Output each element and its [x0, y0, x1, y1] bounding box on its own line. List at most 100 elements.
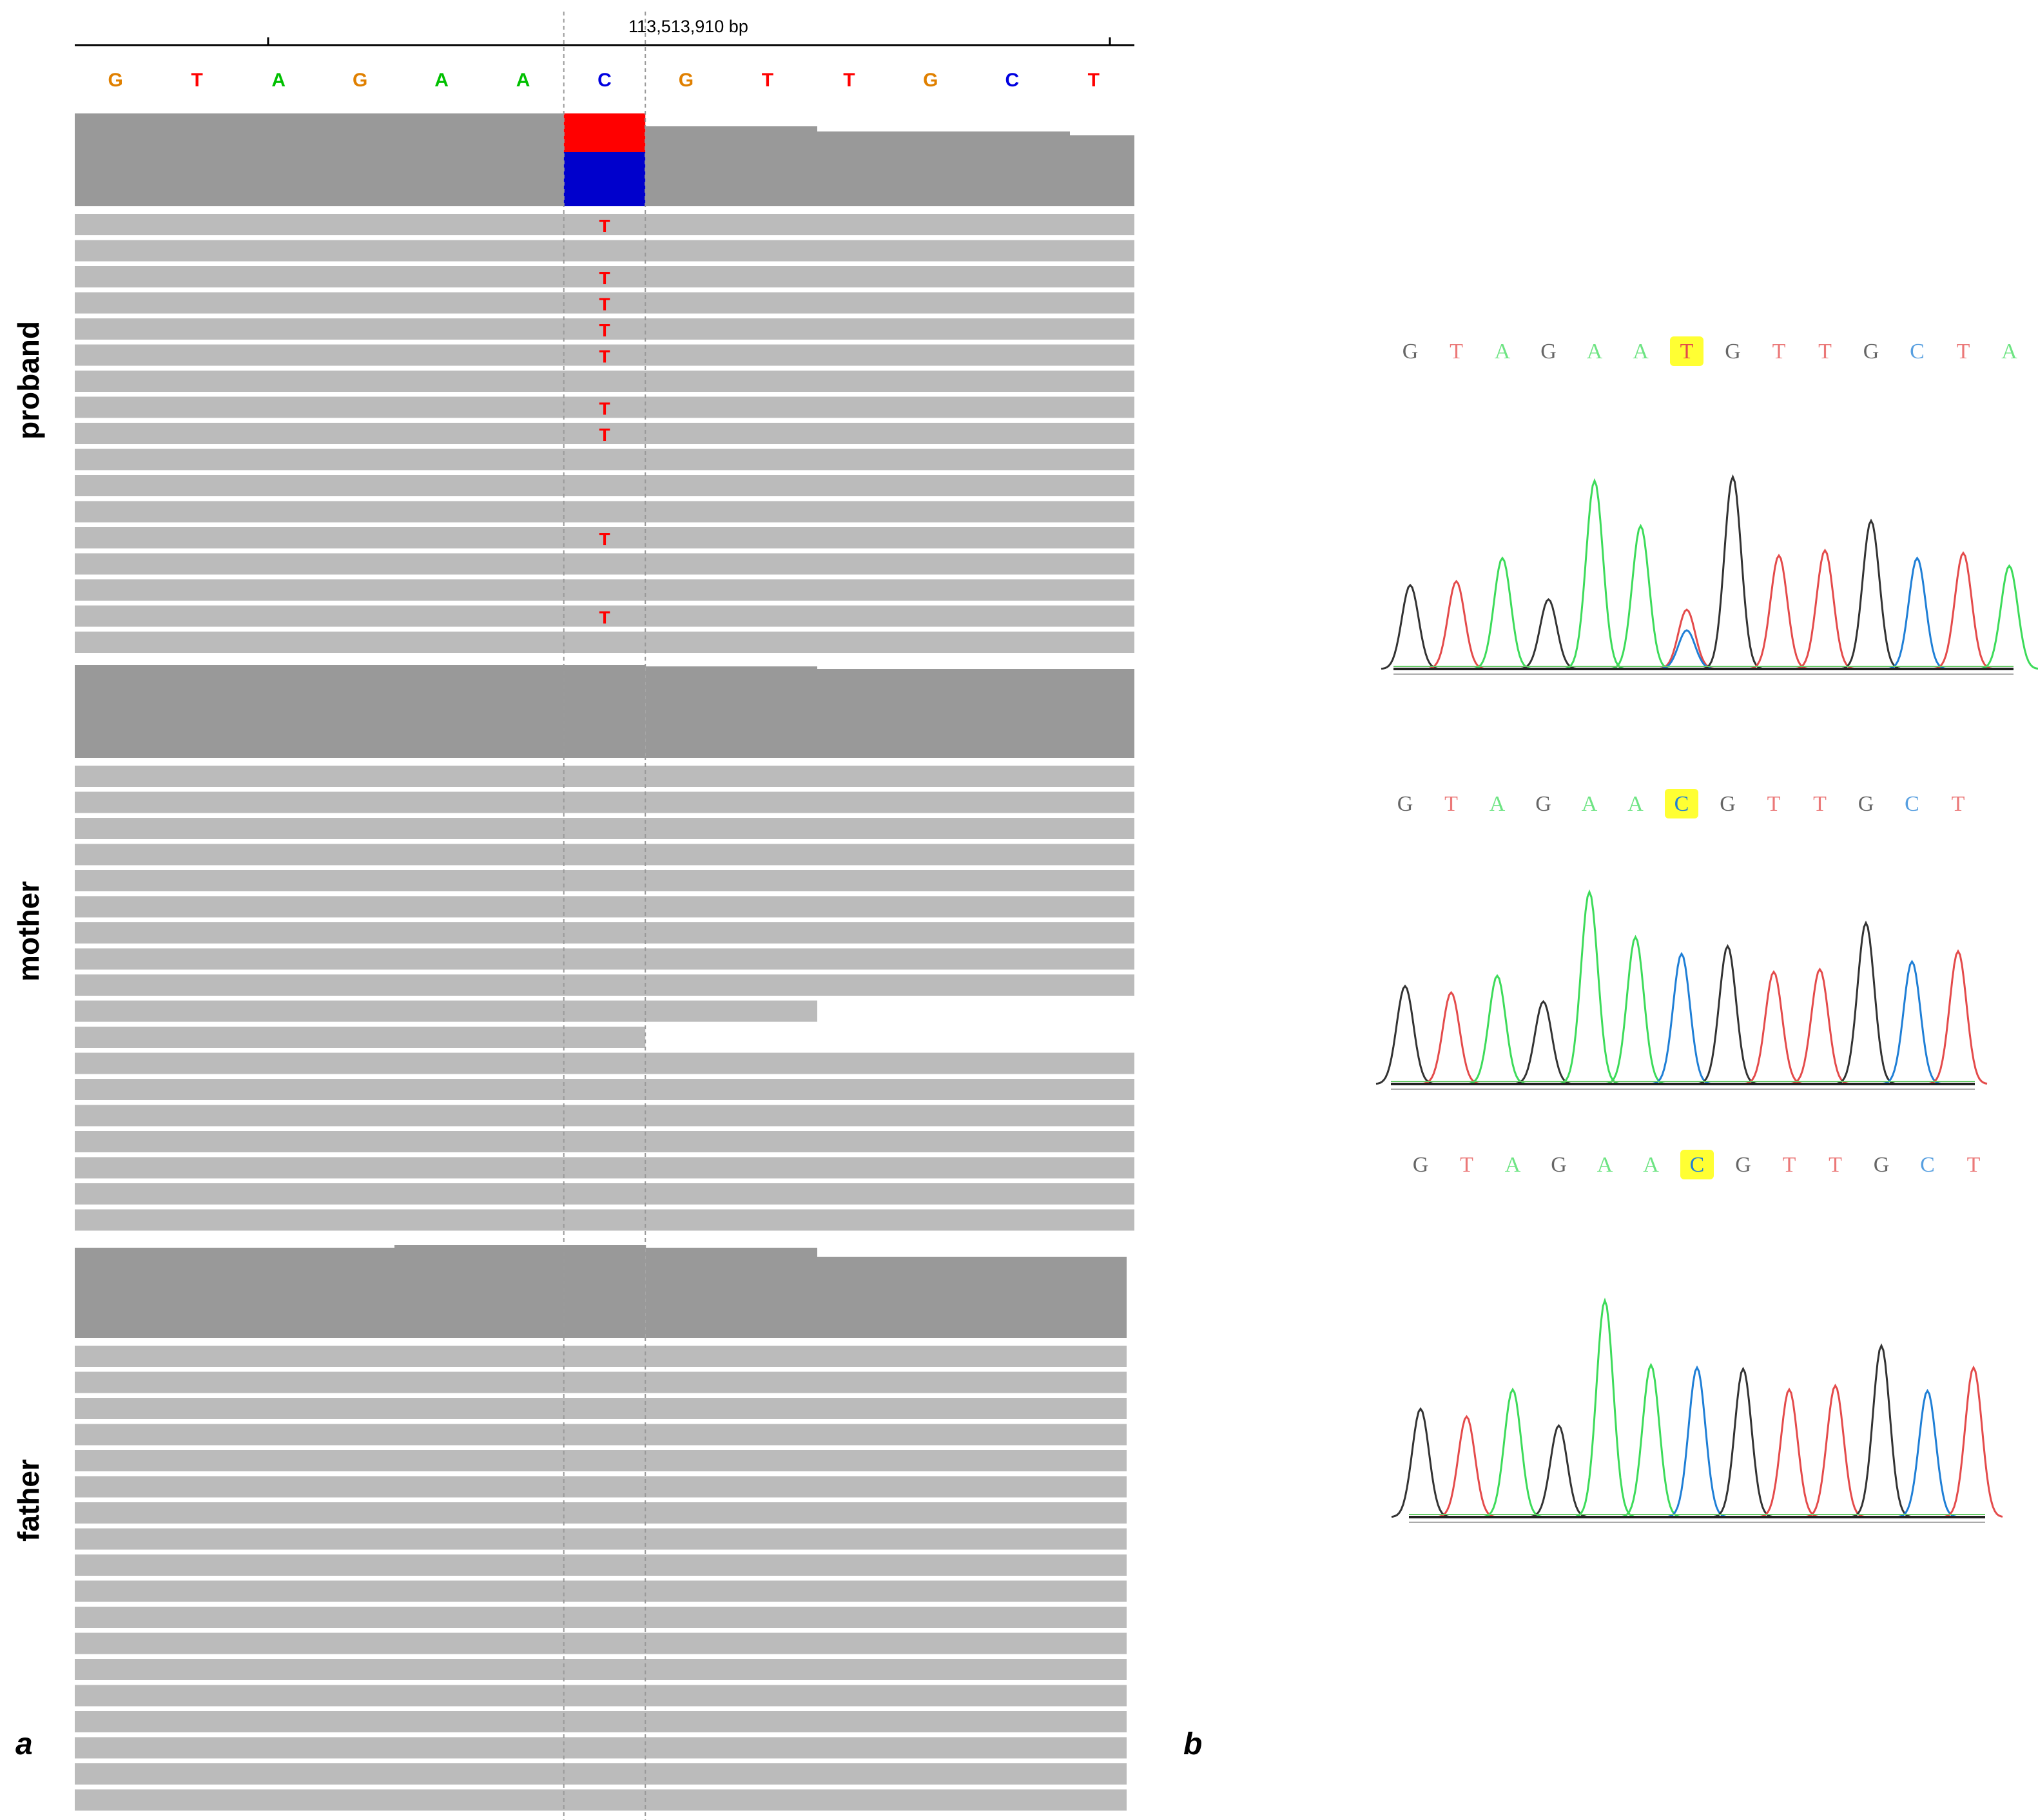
- read: [75, 1157, 1134, 1179]
- read: [75, 1607, 1127, 1628]
- trace-peak-secondary: [1657, 629, 1716, 670]
- read: [75, 791, 1134, 813]
- read: [75, 1554, 1127, 1576]
- proband-reads: [75, 214, 1134, 653]
- read: [75, 632, 1134, 653]
- mismatch-base: T: [599, 295, 610, 315]
- reference-base: G: [353, 70, 367, 91]
- base-call: T: [1444, 792, 1458, 816]
- mismatch-base: T: [599, 347, 610, 367]
- trace-peak: [1980, 564, 2038, 670]
- base-call: T: [1450, 340, 1463, 363]
- trace-peak: [1898, 1388, 1957, 1518]
- alt-allele-fraction: [563, 113, 646, 152]
- trace-peak: [1622, 1362, 1680, 1518]
- coverage-bar: [817, 669, 1134, 758]
- read: [75, 475, 1134, 496]
- base-call: T: [1818, 340, 1832, 363]
- base-call: A: [1505, 1153, 1521, 1177]
- base-call: G: [1858, 792, 1874, 816]
- trace-peak: [1575, 1297, 1635, 1518]
- read: [75, 1659, 1127, 1680]
- read: [75, 449, 1134, 470]
- reference-base: A: [434, 70, 449, 91]
- base-call: T: [1460, 1153, 1473, 1177]
- read: [75, 1711, 1127, 1732]
- coverage-bar: [394, 1245, 646, 1338]
- trace-peak: [1483, 1387, 1542, 1518]
- base-call: T: [1813, 792, 1827, 816]
- base-call: T: [1957, 340, 1970, 363]
- trace-peak: [1888, 556, 1946, 670]
- panel-label-b: b: [1183, 1727, 1202, 1761]
- trace-peak: [1760, 1387, 1819, 1518]
- sanger-panel: G T A G A A T G T T G C T A G T A G A A C G T T G C T G T A G A A C G T T G C T…: [1183, 336, 2038, 1761]
- read: [75, 1183, 1134, 1205]
- read: [75, 1079, 1134, 1100]
- trace-peak: [1652, 951, 1711, 1085]
- trace-peak: [1883, 960, 1941, 1085]
- read: [75, 1476, 1127, 1498]
- read: [75, 1528, 1127, 1550]
- read: [75, 501, 1134, 523]
- mother-reads: [75, 766, 1134, 1231]
- mother-coverage: [75, 665, 1134, 758]
- read: [75, 1789, 1127, 1811]
- trace-peak: [1519, 597, 1578, 670]
- reference-base: T: [762, 70, 773, 91]
- base-call: G: [1397, 792, 1413, 816]
- read: [75, 948, 1134, 970]
- variant-guide-lines: [563, 12, 646, 1820]
- read: [75, 896, 1134, 918]
- trace-peak: [1703, 474, 1762, 670]
- read: [75, 605, 1134, 627]
- base-call: G: [1735, 1153, 1751, 1177]
- coverage-bar: [1070, 135, 1134, 206]
- trace-peak: [1791, 967, 1849, 1085]
- read: [75, 266, 1134, 287]
- trace-peak: [1698, 944, 1757, 1085]
- read: [75, 922, 1134, 944]
- read: [75, 1131, 1134, 1152]
- father-track: [75, 1245, 1127, 1811]
- trace-peak: [1928, 949, 1988, 1085]
- trace-peak: [1611, 523, 1670, 670]
- read: [75, 371, 1134, 392]
- coverage-bar: [75, 665, 646, 758]
- read: [75, 1737, 1127, 1759]
- reference-base: G: [108, 70, 123, 91]
- trace-peak: [1841, 518, 1901, 670]
- read: [75, 1052, 1134, 1074]
- base-call: C: [1920, 1153, 1935, 1177]
- reference-base: T: [843, 70, 855, 91]
- reference-base: A: [271, 70, 286, 91]
- read: [75, 1580, 1127, 1602]
- read: [75, 1105, 1134, 1127]
- read: [75, 818, 1134, 839]
- read: [75, 1685, 1127, 1707]
- trace-peak: [1391, 1407, 1450, 1518]
- base-call: A: [1643, 1153, 1659, 1177]
- base-call: C: [1910, 340, 1925, 363]
- trace-peak: [1468, 974, 1527, 1085]
- read: [75, 1632, 1127, 1654]
- read: [75, 1450, 1127, 1471]
- read: [75, 553, 1134, 575]
- coverage-bar: [817, 131, 1070, 206]
- mismatch-base: T: [599, 216, 610, 236]
- trace-peak: [1422, 991, 1480, 1085]
- trace-peak: [1514, 1000, 1573, 1085]
- read: [75, 423, 1134, 444]
- trace-peak: [1852, 1343, 1911, 1518]
- read: [75, 1371, 1127, 1393]
- read: [75, 240, 1134, 262]
- base-call: T: [1967, 1153, 1981, 1177]
- trace-peak: [1427, 579, 1486, 670]
- trace-peak: [1565, 478, 1624, 670]
- trace-peak: [1529, 1424, 1588, 1518]
